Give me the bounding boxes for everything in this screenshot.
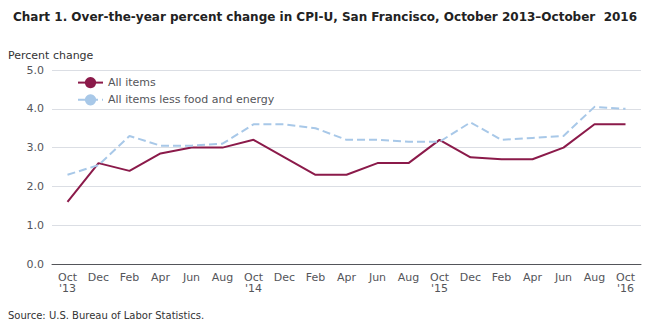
svg-text:4.0: 4.0 [27,102,45,115]
svg-text:Percent change: Percent change [8,49,94,62]
svg-text:Jun: Jun [182,271,200,284]
svg-text:5.0: 5.0 [27,64,45,77]
svg-text:Feb: Feb [492,271,511,284]
svg-text:Oct: Oct [430,271,449,284]
svg-text:Dec: Dec [88,271,109,284]
svg-text:3.0: 3.0 [27,141,45,154]
svg-text:All items less food and energy: All items less food and energy [108,93,275,106]
svg-text:Aug: Aug [398,271,419,284]
svg-text:'15: '15 [431,282,448,295]
svg-text:Oct: Oct [58,271,77,284]
svg-text:1.0: 1.0 [27,219,45,232]
svg-text:Apr: Apr [523,271,543,284]
svg-text:Oct: Oct [616,271,635,284]
svg-text:Aug: Aug [212,271,233,284]
svg-text:'16: '16 [617,282,634,295]
svg-text:All items: All items [108,76,156,89]
svg-text:Apr: Apr [151,271,171,284]
svg-text:2.0: 2.0 [27,180,45,193]
svg-text:0.0: 0.0 [27,258,45,271]
svg-text:Dec: Dec [460,271,481,284]
svg-text:Feb: Feb [120,271,139,284]
svg-text:Oct: Oct [244,271,263,284]
svg-text:Aug: Aug [584,271,605,284]
svg-text:Jun: Jun [554,271,572,284]
svg-text:Dec: Dec [274,271,295,284]
svg-text:Apr: Apr [337,271,357,284]
svg-text:Chart 1. Over-the-year percent: Chart 1. Over-the-year percent change in… [13,10,637,24]
svg-text:'14: '14 [245,282,262,295]
svg-text:Source: U.S. Bureau of Labor S: Source: U.S. Bureau of Labor Statistics. [8,310,204,321]
svg-text:'13: '13 [59,282,76,295]
svg-text:Jun: Jun [368,271,386,284]
svg-text:Feb: Feb [306,271,325,284]
